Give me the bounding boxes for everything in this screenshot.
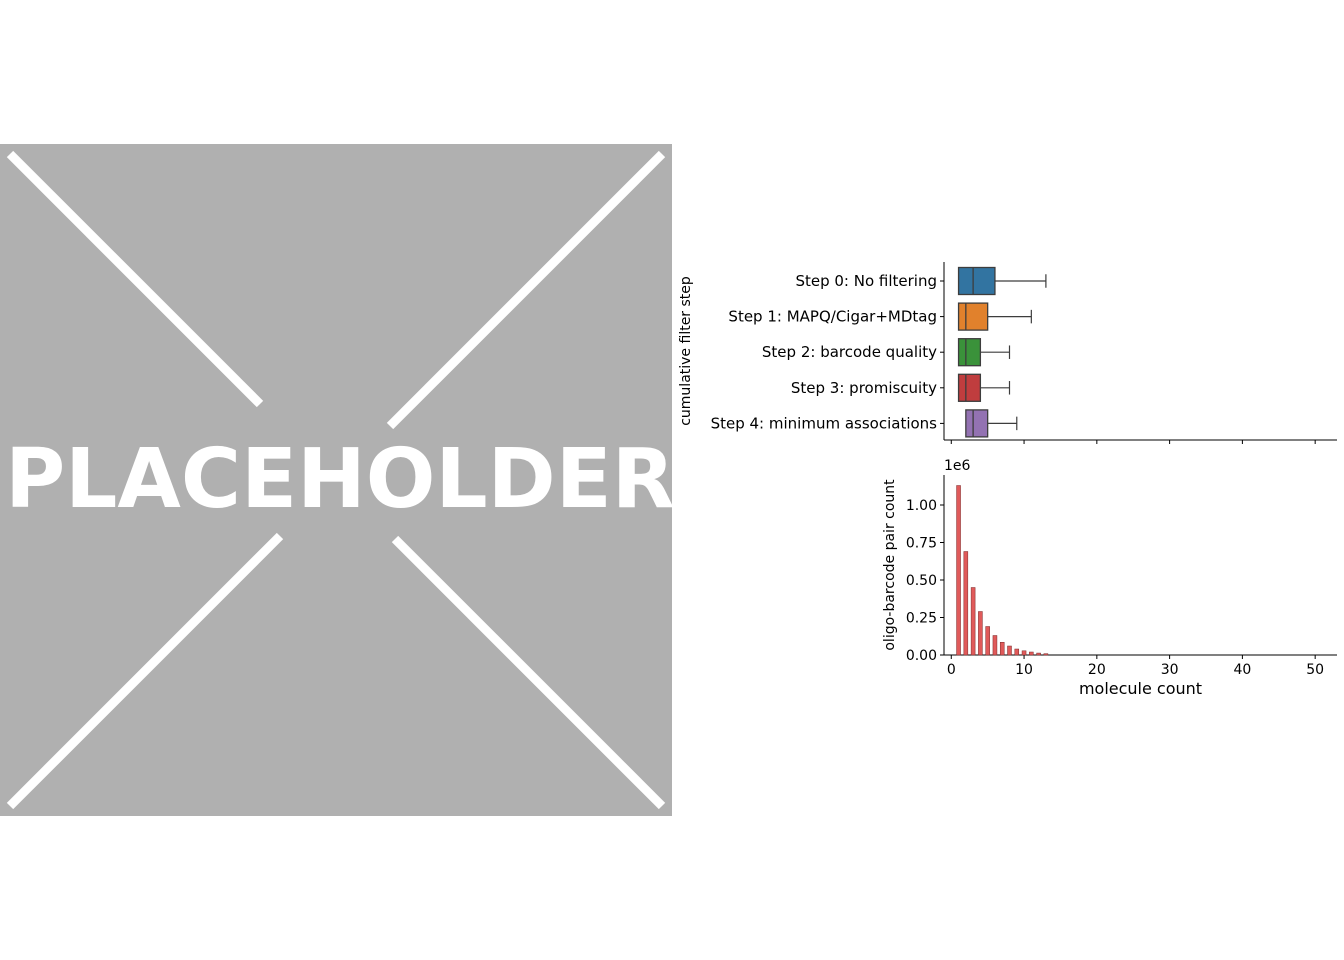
y-offset-label: 1e6 [944, 458, 971, 474]
x-axis-label: molecule count [1079, 679, 1202, 698]
histogram-bar [1036, 652, 1041, 656]
histogram-bar [1014, 648, 1020, 656]
y-tick-label: 0.50 [906, 573, 937, 589]
placeholder-cross-line [391, 535, 666, 810]
x-tick-label: 30 [1161, 662, 1179, 678]
y-tick-label: 0.00 [906, 648, 937, 664]
placeholder-image: PLACEHOLDER [0, 144, 675, 816]
placeholder-cross-line [386, 150, 666, 430]
placeholder-cross-line [6, 532, 284, 810]
y-tick-label: Step 2: barcode quality [762, 343, 937, 361]
x-tick-label: 40 [1233, 662, 1251, 678]
y-tick-label: Step 1: MAPQ/Cigar+MDtag [728, 308, 937, 326]
y-axis-label: cumulative filter step [678, 276, 694, 426]
box-4 [965, 409, 989, 438]
histogram-bar [1043, 653, 1049, 656]
x-tick-label: 20 [1088, 662, 1106, 678]
histogram-bar [1021, 650, 1027, 656]
y-tick-label: 0.25 [906, 611, 937, 627]
x-tick-label: 50 [1306, 662, 1324, 678]
y-axis-label: oligo-barcode pair count [882, 479, 898, 651]
x-tick-label: 0 [947, 662, 956, 678]
y-tick-label: 0.75 [906, 536, 937, 552]
y-tick-label: Step 3: promiscuity [791, 379, 937, 397]
box-1 [957, 302, 989, 331]
x-tick-label: 10 [1015, 662, 1033, 678]
histogram-bar [1029, 651, 1034, 656]
box-0 [957, 266, 996, 296]
histogram-bar [999, 642, 1005, 656]
placeholder-label: PLACEHOLDER [5, 432, 672, 527]
histogram-chart: 0 10 20 30 40 50 0.00 0.25 0.50 0.75 1.00 1e6 molecu… [672, 450, 1344, 710]
histogram-bar [970, 587, 976, 656]
boxplot-chart: Step 0: No filtering Step 1: MAPQ/Cigar+M… [672, 240, 1344, 470]
box-2 [957, 338, 982, 367]
histogram-bar [978, 611, 983, 656]
y-tick-label: Step 0: No filtering [795, 272, 937, 290]
histogram-bar [956, 485, 961, 656]
histogram-bar [985, 626, 990, 656]
histogram-bar [1007, 645, 1012, 656]
histogram-bar [963, 551, 969, 656]
y-tick-label: 1.00 [906, 498, 937, 514]
box-3 [957, 373, 982, 402]
placeholder-cross-line [6, 150, 264, 408]
histogram-bar [992, 635, 998, 656]
y-tick-label: Step 4: minimum associations [711, 414, 938, 432]
